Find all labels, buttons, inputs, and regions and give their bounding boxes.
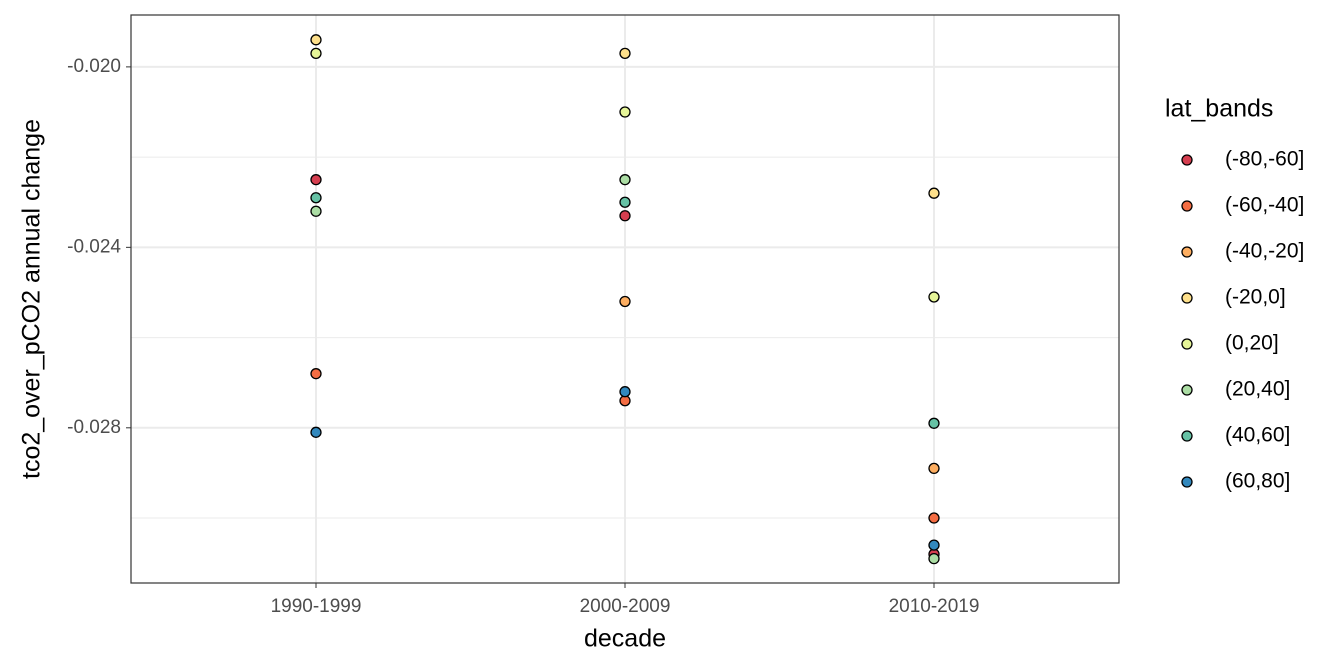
- legend-marker: [1181, 246, 1193, 258]
- point: [310, 47, 322, 59]
- legend-label: (20,40]: [1225, 378, 1290, 401]
- point: [928, 552, 940, 565]
- x-axis-title: decade: [584, 625, 666, 653]
- panel-border: [130, 14, 1120, 584]
- legend-marker: [1181, 384, 1193, 396]
- y-tick-label: -0.020: [67, 56, 121, 77]
- legend-marker: [1181, 430, 1193, 442]
- legend-label: (-60,-40]: [1225, 194, 1304, 217]
- point: [619, 174, 631, 186]
- legend-label: (60,80]: [1225, 470, 1290, 493]
- x-tick-label: 2000-2009: [580, 596, 671, 617]
- point: [928, 512, 940, 524]
- legend-label: (0,20]: [1225, 332, 1279, 355]
- y-axis-title: tco2_over_pCO2 annual change: [18, 119, 46, 479]
- x-tick-label: 1990-1999: [271, 596, 362, 617]
- point: [619, 295, 631, 308]
- legend-marker: [1181, 154, 1193, 166]
- legend-marker: [1181, 200, 1193, 212]
- legend-marker: [1181, 476, 1193, 488]
- point: [310, 192, 322, 204]
- legend-label: (-20,0]: [1225, 286, 1286, 309]
- legend-marker: [1181, 292, 1193, 304]
- legend-label: (-40,-20]: [1225, 240, 1304, 263]
- point: [310, 34, 322, 46]
- y-tick-label: -0.024: [67, 236, 121, 257]
- point: [619, 106, 631, 118]
- point: [928, 291, 940, 303]
- legend-marker: [1181, 338, 1193, 350]
- y-tick-label: -0.028: [67, 417, 121, 438]
- x-tick-label: 2010-2019: [889, 596, 980, 617]
- legend-label: (-80,-60]: [1225, 148, 1304, 171]
- point: [310, 368, 322, 380]
- point: [619, 386, 631, 398]
- legend-title: lat_bands: [1165, 95, 1273, 123]
- point: [310, 205, 322, 217]
- point: [619, 210, 631, 222]
- point: [928, 462, 940, 475]
- point: [928, 187, 940, 199]
- legend-label: (40,60]: [1225, 424, 1290, 447]
- point: [928, 417, 940, 429]
- point: [310, 174, 322, 186]
- point: [619, 196, 631, 208]
- point: [619, 47, 631, 59]
- point: [310, 426, 322, 438]
- point: [928, 539, 940, 551]
